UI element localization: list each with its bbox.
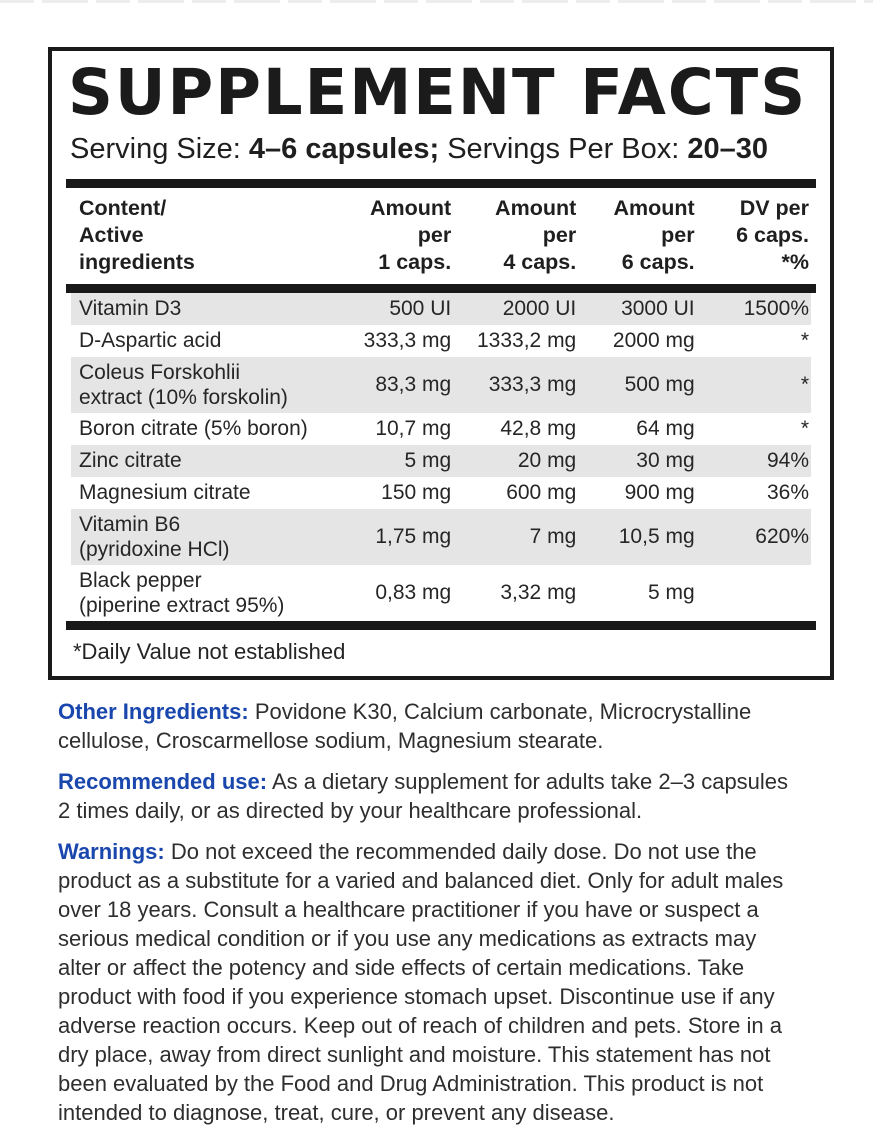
amount-per-4caps: 42,8 mg bbox=[500, 417, 577, 441]
table-row: Vitamin D3 500 UI 2000 UI 3000 UI 1500% bbox=[71, 292, 811, 325]
table-row: D-Aspartic acid 333,3 mg 1333,2 mg 2000 … bbox=[71, 325, 811, 357]
warnings-paragraph: Warnings: Do not exceed the recommended … bbox=[58, 837, 805, 1127]
amount-per-1caps: 10,7 mg bbox=[375, 417, 452, 441]
servings-per-box-value: 20–30 bbox=[687, 133, 769, 165]
amount-per-6caps: 30 mg bbox=[636, 449, 695, 473]
header-amount-1caps: Amount per 1 caps. bbox=[370, 195, 452, 274]
amount-per-6caps: 64 mg bbox=[636, 417, 695, 441]
header-amount-6caps: Amount per 6 caps. bbox=[613, 195, 695, 274]
amount-per-6caps: 3000 UI bbox=[621, 297, 695, 321]
dv-percent: 94% bbox=[766, 449, 809, 473]
amount-per-4caps: 333,3 mg bbox=[488, 373, 577, 397]
amount-per-6caps: 10,5 mg bbox=[618, 525, 695, 549]
ingredients-table: Content/ Active ingredients Amount per 1… bbox=[71, 188, 811, 284]
table-row: Black pepper (piperine extract 95%) 0,83… bbox=[71, 565, 811, 621]
header-content: Content/ Active ingredients bbox=[79, 195, 195, 274]
amount-per-4caps: 2000 UI bbox=[502, 297, 577, 321]
ingredient-name: Magnesium citrate bbox=[79, 481, 251, 505]
table-row: Coleus Forskohlii extract (10% forskolin… bbox=[71, 356, 811, 413]
table-row: Zinc citrate 5 mg 20 mg 30 mg 94% bbox=[71, 444, 811, 477]
other-ingredients-text: Povidone K30, Calcium carbonate, Microcr… bbox=[58, 698, 752, 753]
amount-per-4caps: 600 mg bbox=[506, 481, 577, 505]
warnings-text: Do not exceed the recommended daily dose… bbox=[58, 838, 784, 1125]
top-crop-marks bbox=[0, 0, 873, 3]
dv-percent: 620% bbox=[755, 525, 809, 549]
dv-percent: 1500% bbox=[743, 297, 809, 321]
divider-bar-header bbox=[66, 283, 816, 293]
info-sections: Other Ingredients: Povidone K30, Calcium… bbox=[58, 697, 805, 1127]
table-header-row: Content/ Active ingredients Amount per 1… bbox=[71, 188, 811, 284]
recommended-use-label: Recommended use: bbox=[58, 768, 268, 794]
amount-per-1caps: 1,75 mg bbox=[375, 525, 452, 549]
servings-per-box-label: Servings Per Box: bbox=[439, 133, 688, 165]
amount-per-6caps: 500 mg bbox=[624, 373, 695, 397]
divider-bar-bottom bbox=[66, 620, 816, 630]
dv-percent bbox=[695, 590, 811, 596]
dv-percent: * bbox=[800, 417, 809, 441]
serving-size-value: 4–6 capsules; bbox=[248, 133, 440, 165]
amount-per-1caps: 500 UI bbox=[389, 297, 452, 321]
amount-per-1caps: 5 mg bbox=[404, 449, 452, 473]
amount-per-1caps: 0,83 mg bbox=[375, 581, 452, 605]
ingredient-name: Boron citrate (5% boron) bbox=[79, 417, 308, 441]
dv-percent: 36% bbox=[766, 481, 809, 505]
recommended-use-paragraph: Recommended use: As a dietary supplement… bbox=[58, 767, 805, 825]
amount-per-4caps: 7 mg bbox=[529, 525, 577, 549]
ingredient-name: Black pepper (piperine extract 95%) bbox=[79, 568, 285, 617]
warnings-label: Warnings: bbox=[58, 838, 165, 864]
table-row: Magnesium citrate 150 mg 600 mg 900 mg 3… bbox=[71, 477, 811, 509]
header-amount-4caps: Amount per 4 caps. bbox=[495, 195, 577, 274]
table-row: Boron citrate (5% boron) 10,7 mg 42,8 mg… bbox=[71, 413, 811, 445]
amount-per-1caps: 333,3 mg bbox=[363, 329, 452, 353]
header-dv: DV per 6 caps. *% bbox=[736, 195, 809, 274]
amount-per-4caps: 3,32 mg bbox=[500, 581, 577, 605]
ingredient-name: Vitamin B6 (pyridoxine HCl) bbox=[79, 512, 230, 561]
daily-value-footnote: *Daily Value not established bbox=[73, 638, 346, 664]
amount-per-6caps: 5 mg bbox=[647, 581, 695, 605]
recommended-use-text: As a dietary supplement for adults take … bbox=[58, 768, 789, 823]
ingredient-name: Zinc citrate bbox=[79, 449, 182, 473]
ingredients-table-body: Vitamin D3 500 UI 2000 UI 3000 UI 1500% … bbox=[71, 292, 811, 621]
other-ingredients-paragraph: Other Ingredients: Povidone K30, Calcium… bbox=[58, 697, 805, 755]
panel-title: SUPPLEMENT FACTS bbox=[68, 56, 808, 129]
amount-per-4caps: 1333,2 mg bbox=[477, 329, 577, 353]
ingredient-name: Coleus Forskohlii extract (10% forskolin… bbox=[79, 360, 288, 409]
supplement-facts-panel: SUPPLEMENT FACTS Serving Size: 4–6 capsu… bbox=[48, 47, 834, 680]
serving-info: Serving Size: 4–6 capsules; Servings Per… bbox=[70, 132, 814, 167]
amount-per-1caps: 83,3 mg bbox=[375, 373, 452, 397]
amount-per-6caps: 900 mg bbox=[624, 481, 695, 505]
other-ingredients-label: Other Ingredients: bbox=[58, 698, 249, 724]
dv-percent: * bbox=[800, 373, 809, 397]
amount-per-6caps: 2000 mg bbox=[612, 329, 695, 353]
amount-per-4caps: 20 mg bbox=[517, 449, 577, 473]
dv-percent: * bbox=[800, 329, 809, 353]
divider-bar-top bbox=[66, 178, 816, 188]
ingredient-name: D-Aspartic acid bbox=[79, 329, 222, 353]
amount-per-1caps: 150 mg bbox=[381, 481, 452, 505]
ingredient-name: Vitamin D3 bbox=[79, 297, 182, 321]
table-row: Vitamin B6 (pyridoxine HCl) 1,75 mg 7 mg… bbox=[71, 508, 811, 565]
serving-size-label: Serving Size: bbox=[70, 133, 249, 165]
